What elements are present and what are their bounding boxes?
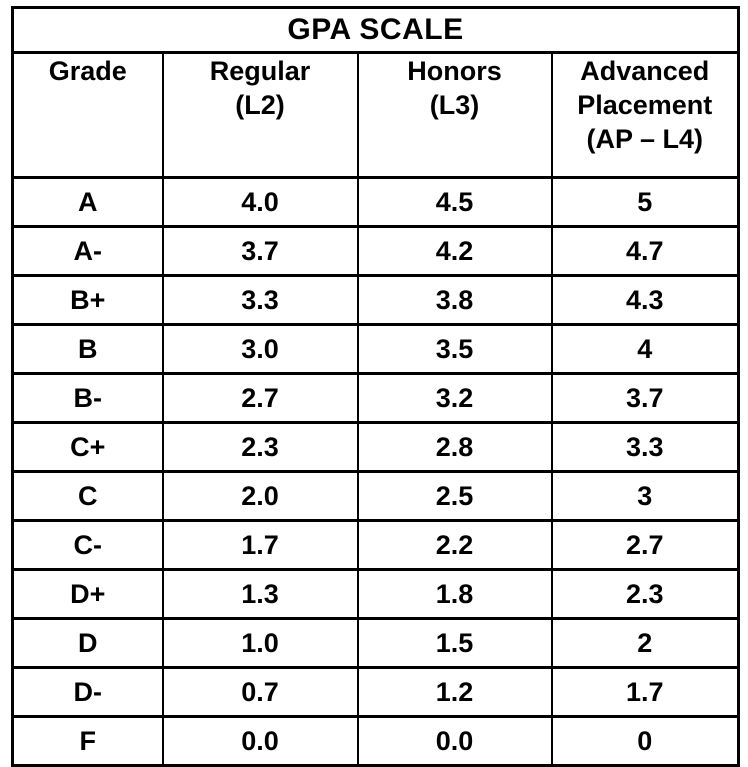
grade-cell: C+ — [11, 421, 164, 473]
honors-gpa-cell: 0.0 — [356, 715, 553, 767]
column-header-grade-label: Grade — [48, 56, 127, 86]
column-header-ap-code: (AP – L4) — [586, 124, 704, 154]
regular-gpa-cell: 2.3 — [161, 421, 359, 473]
ap-gpa-cell: 3.7 — [550, 372, 740, 424]
ap-gpa-cell: 4.3 — [550, 274, 740, 326]
ap-gpa-cell: 3.3 — [550, 421, 740, 473]
regular-gpa-cell: 0.0 — [161, 715, 359, 767]
column-header-honors-code: (L3) — [429, 90, 480, 120]
honors-gpa-cell: 3.2 — [356, 372, 553, 424]
grade-cell: C — [11, 470, 164, 522]
honors-gpa-cell: 2.2 — [356, 519, 553, 571]
table-row-a: A 4.0 4.5 5 — [11, 176, 740, 228]
honors-gpa-cell: 1.5 — [356, 617, 553, 669]
honors-gpa-cell: 3.8 — [356, 274, 553, 326]
column-header-honors-label: Honors — [407, 56, 502, 86]
honors-gpa-cell: 2.8 — [356, 421, 553, 473]
header-row: Grade Regular (L2) Honors (L3) Advanced … — [11, 51, 740, 179]
ap-gpa-cell: 4 — [550, 323, 740, 375]
regular-gpa-cell: 1.0 — [161, 617, 359, 669]
regular-gpa-cell: 3.3 — [161, 274, 359, 326]
regular-gpa-cell: 2.0 — [161, 470, 359, 522]
grade-cell: B — [11, 323, 164, 375]
grade-cell: B+ — [11, 274, 164, 326]
regular-gpa-cell: 0.7 — [161, 666, 359, 718]
column-header-ap: Advanced Placement (AP – L4) — [550, 51, 740, 179]
column-header-regular-code: (L2) — [235, 90, 285, 120]
table-row-b-plus: B+ 3.3 3.8 4.3 — [11, 274, 740, 326]
ap-gpa-cell: 1.7 — [550, 666, 740, 718]
regular-gpa-cell: 3.0 — [161, 323, 359, 375]
column-header-ap-label: Advanced Placement — [577, 56, 713, 120]
grade-cell: D — [11, 617, 164, 669]
page: GPA SCALE Grade Regular (L2) Honors (L3)… — [11, 6, 740, 767]
honors-gpa-cell: 1.8 — [356, 568, 553, 620]
regular-gpa-cell: 3.7 — [161, 225, 359, 277]
ap-gpa-cell: 0 — [550, 715, 740, 767]
table-row-b: B 3.0 3.5 4 — [11, 323, 740, 375]
ap-gpa-cell: 2.7 — [550, 519, 740, 571]
gpa-scale-table: GPA SCALE Grade Regular (L2) Honors (L3)… — [11, 6, 740, 767]
grade-cell: C- — [11, 519, 164, 571]
column-header-grade: Grade — [11, 51, 164, 179]
column-header-regular: Regular (L2) — [161, 51, 359, 179]
grade-cell: D+ — [11, 568, 164, 620]
grade-cell: D- — [11, 666, 164, 718]
regular-gpa-cell: 1.7 — [161, 519, 359, 571]
ap-gpa-cell: 2.3 — [550, 568, 740, 620]
table-row-d: D 1.0 1.5 2 — [11, 617, 740, 669]
column-header-honors: Honors (L3) — [356, 51, 553, 179]
honors-gpa-cell: 2.5 — [356, 470, 553, 522]
ap-gpa-cell: 4.7 — [550, 225, 740, 277]
table-row-a-minus: A- 3.7 4.2 4.7 — [11, 225, 740, 277]
table-row-d-minus: D- 0.7 1.2 1.7 — [11, 666, 740, 718]
table-title: GPA SCALE — [11, 6, 740, 54]
ap-gpa-cell: 5 — [550, 176, 740, 228]
table-row-c-plus: C+ 2.3 2.8 3.3 — [11, 421, 740, 473]
grade-cell: B- — [11, 372, 164, 424]
table-row-c: C 2.0 2.5 3 — [11, 470, 740, 522]
grade-cell: A — [11, 176, 164, 228]
table-row-b-minus: B- 2.7 3.2 3.7 — [11, 372, 740, 424]
ap-gpa-cell: 2 — [550, 617, 740, 669]
table-row-f: F 0.0 0.0 0 — [11, 715, 740, 767]
regular-gpa-cell: 1.3 — [161, 568, 359, 620]
column-header-regular-label: Regular — [209, 56, 311, 86]
ap-gpa-cell: 3 — [550, 470, 740, 522]
grade-cell: F — [11, 715, 164, 767]
honors-gpa-cell: 3.5 — [356, 323, 553, 375]
honors-gpa-cell: 1.2 — [356, 666, 553, 718]
regular-gpa-cell: 4.0 — [161, 176, 359, 228]
table-row-c-minus: C- 1.7 2.2 2.7 — [11, 519, 740, 571]
table-row-d-plus: D+ 1.3 1.8 2.3 — [11, 568, 740, 620]
title-row: GPA SCALE — [11, 6, 740, 54]
honors-gpa-cell: 4.2 — [356, 225, 553, 277]
grade-cell: A- — [11, 225, 164, 277]
regular-gpa-cell: 2.7 — [161, 372, 359, 424]
honors-gpa-cell: 4.5 — [356, 176, 553, 228]
